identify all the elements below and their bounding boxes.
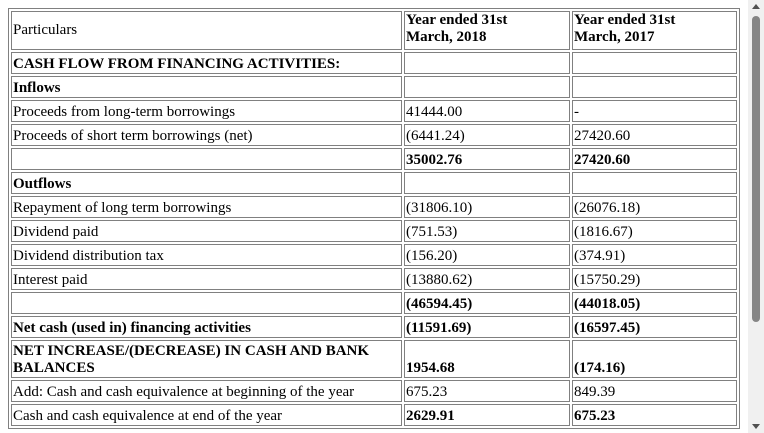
net-cash-financing-2018: (11591.69) xyxy=(404,316,570,338)
table-row: Proceeds from long-term borrowings 41444… xyxy=(11,100,737,122)
cell-2018: (13880.62) xyxy=(404,268,570,290)
table-header-row: Particulars Year ended 31st March, 2018 Y… xyxy=(11,11,737,50)
closing-cash-2018: 2629.91 xyxy=(404,404,570,426)
cell-2017 xyxy=(572,76,737,98)
table-row: Proceeds of short term borrowings (net) … xyxy=(11,124,737,146)
cell-2018 xyxy=(404,52,570,74)
cell-2018: 675.23 xyxy=(404,380,570,402)
cell-2017: (15750.29) xyxy=(572,268,737,290)
table-row: CASH FLOW FROM FINANCING ACTIVITIES: xyxy=(11,52,737,74)
net-increase-label-line1: NET INCREASE/(DECREASE) IN CASH AND BANK xyxy=(13,343,370,359)
table-row: Net cash (used in) financing activities … xyxy=(11,316,737,338)
inflows-total-2018: 35002.76 xyxy=(404,148,570,170)
vertical-scrollbar[interactable] xyxy=(748,0,764,433)
cell-2018: (751.53) xyxy=(404,220,570,242)
table-row: NET INCREASE/(DECREASE) IN CASH AND BANK… xyxy=(11,340,737,378)
cell-2017: - xyxy=(572,100,737,122)
row-label: Repayment of long term borrowings xyxy=(11,196,402,218)
net-increase-2018: 1954.68 xyxy=(404,340,570,378)
scroll-down-button[interactable] xyxy=(748,419,764,433)
section-heading-financing: CASH FLOW FROM FINANCING ACTIVITIES: xyxy=(11,52,402,74)
scroll-up-button[interactable] xyxy=(748,0,764,14)
table-row: Inflows xyxy=(11,76,737,98)
header-year-2017: Year ended 31st March, 2017 xyxy=(572,11,737,50)
inflows-total-2017: 27420.60 xyxy=(572,148,737,170)
closing-cash-2017: 675.23 xyxy=(572,404,737,426)
cell-2018: (6441.24) xyxy=(404,124,570,146)
header-2017-line1: Year ended 31st xyxy=(574,12,676,28)
subheading-inflows: Inflows xyxy=(11,76,402,98)
cell-2017: (1816.67) xyxy=(572,220,737,242)
header-year-2018: Year ended 31st March, 2018 xyxy=(404,11,570,50)
cell-2017 xyxy=(572,52,737,74)
outflows-total-2017: (44018.05) xyxy=(572,292,737,314)
net-increase-label-line2: BALANCES xyxy=(13,360,95,376)
row-label xyxy=(11,148,402,170)
header-2017-line2: March, 2017 xyxy=(574,29,655,45)
row-label: Add: Cash and cash equivalence at beginn… xyxy=(11,380,402,402)
cell-2017: 849.39 xyxy=(572,380,737,402)
document-viewport: Particulars Year ended 31st March, 2018 Y… xyxy=(8,8,740,429)
row-label: Proceeds from long-term borrowings xyxy=(11,100,402,122)
cell-2018: 41444.00 xyxy=(404,100,570,122)
row-label: Dividend distribution tax xyxy=(11,244,402,266)
header-2018-line1: Year ended 31st xyxy=(406,12,508,28)
table-row: (46594.45) (44018.05) xyxy=(11,292,737,314)
table-row: Cash and cash equivalence at end of the … xyxy=(11,404,737,426)
table-row: Dividend distribution tax (156.20) (374.… xyxy=(11,244,737,266)
outflows-total-2018: (46594.45) xyxy=(404,292,570,314)
table-row: 35002.76 27420.60 xyxy=(11,148,737,170)
cell-2018 xyxy=(404,172,570,194)
net-cash-financing-label: Net cash (used in) financing activities xyxy=(11,316,402,338)
cell-2018: (31806.10) xyxy=(404,196,570,218)
table-row: Outflows xyxy=(11,172,737,194)
header-2018-line2: March, 2018 xyxy=(406,29,487,45)
row-label: Dividend paid xyxy=(11,220,402,242)
cell-2018: (156.20) xyxy=(404,244,570,266)
row-label: Cash and cash equivalence at end of the … xyxy=(11,404,402,426)
cell-2017 xyxy=(572,172,737,194)
net-cash-financing-2017: (16597.45) xyxy=(572,316,737,338)
subheading-outflows: Outflows xyxy=(11,172,402,194)
cash-flow-table: Particulars Year ended 31st March, 2018 Y… xyxy=(8,8,740,429)
triangle-up-icon xyxy=(752,4,760,9)
table-row: Interest paid (13880.62) (15750.29) xyxy=(11,268,737,290)
table-row: Add: Cash and cash equivalence at beginn… xyxy=(11,380,737,402)
table-row: Repayment of long term borrowings (31806… xyxy=(11,196,737,218)
cell-2017: 27420.60 xyxy=(572,124,737,146)
cell-2018 xyxy=(404,76,570,98)
row-label: Proceeds of short term borrowings (net) xyxy=(11,124,402,146)
row-label: Interest paid xyxy=(11,268,402,290)
header-particulars: Particulars xyxy=(11,11,402,50)
triangle-down-icon xyxy=(752,424,760,429)
scroll-thumb[interactable] xyxy=(752,16,760,322)
row-label xyxy=(11,292,402,314)
table-row: Dividend paid (751.53) (1816.67) xyxy=(11,220,737,242)
cell-2017: (374.91) xyxy=(572,244,737,266)
net-increase-2017: (174.16) xyxy=(572,340,737,378)
net-increase-label: NET INCREASE/(DECREASE) IN CASH AND BANK… xyxy=(11,340,402,378)
cell-2017: (26076.18) xyxy=(572,196,737,218)
